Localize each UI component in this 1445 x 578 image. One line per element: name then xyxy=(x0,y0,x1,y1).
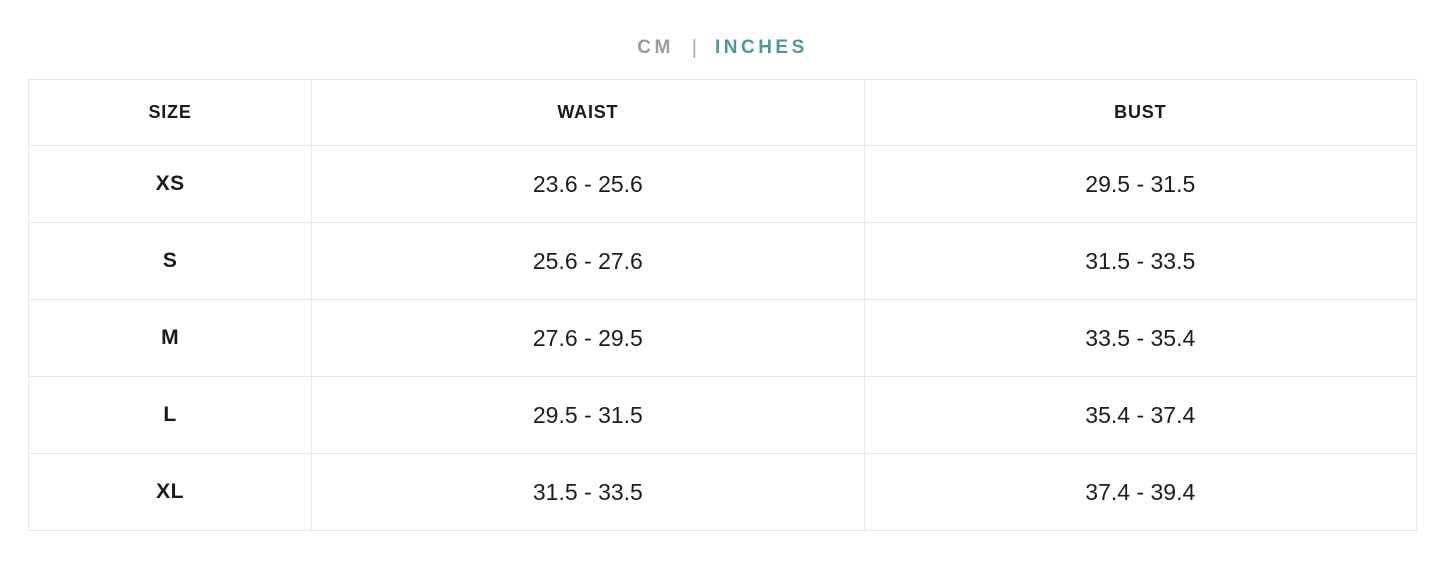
table-row: M 27.6 - 29.5 33.5 - 35.4 xyxy=(27,299,1418,377)
size-label: M xyxy=(27,299,313,377)
unit-option-inches[interactable]: INCHES xyxy=(714,37,808,58)
bust-value: 33.5 - 35.4 xyxy=(863,299,1418,377)
waist-value: 31.5 - 33.5 xyxy=(311,453,865,531)
unit-toggle: CM | INCHES xyxy=(0,0,1445,62)
bust-value: 31.5 - 33.5 xyxy=(863,222,1418,300)
bust-value: 37.4 - 39.4 xyxy=(863,453,1418,531)
table-row: XL 31.5 - 33.5 37.4 - 39.4 xyxy=(27,453,1418,531)
size-label: XS xyxy=(27,145,313,223)
size-label: S xyxy=(27,222,313,300)
table-row: XS 23.6 - 25.6 29.5 - 31.5 xyxy=(27,145,1418,223)
unit-option-cm[interactable]: CM xyxy=(637,37,674,58)
bust-value: 35.4 - 37.4 xyxy=(863,376,1418,454)
column-header-waist: WAIST xyxy=(311,79,865,146)
table-row: L 29.5 - 31.5 35.4 - 37.4 xyxy=(27,376,1418,454)
bust-value: 29.5 - 31.5 xyxy=(863,145,1418,223)
unit-toggle-separator: | xyxy=(691,36,697,59)
waist-value: 29.5 - 31.5 xyxy=(311,376,865,454)
size-label: XL xyxy=(27,453,313,531)
waist-value: 25.6 - 27.6 xyxy=(311,222,865,300)
size-table: SIZE WAIST BUST XS 23.6 - 25.6 29.5 - 31… xyxy=(27,79,1418,531)
waist-value: 27.6 - 29.5 xyxy=(311,299,865,377)
size-label: L xyxy=(27,376,313,454)
column-header-bust: BUST xyxy=(863,79,1418,146)
table-row: S 25.6 - 27.6 31.5 - 33.5 xyxy=(27,222,1418,300)
table-header-row: SIZE WAIST BUST xyxy=(27,79,1418,146)
waist-value: 23.6 - 25.6 xyxy=(311,145,865,223)
column-header-size: SIZE xyxy=(27,79,313,146)
size-chart: SIZE WAIST BUST XS 23.6 - 25.6 29.5 - 31… xyxy=(27,79,1418,531)
